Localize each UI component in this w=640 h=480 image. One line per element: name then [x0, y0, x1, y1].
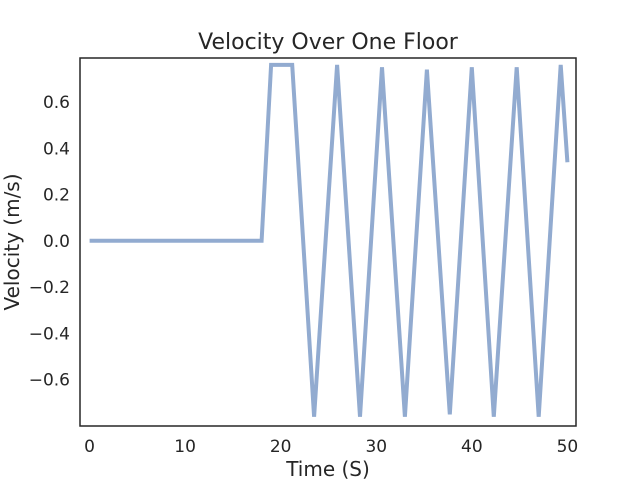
x-tick-label: 50	[557, 437, 579, 457]
y-tick-labels: 0.6 0.4 0.2 0.0 −0.2 −0.4 −0.6	[29, 93, 70, 391]
x-tick-label: 40	[461, 437, 483, 457]
y-tick-label: −0.6	[29, 371, 70, 391]
y-tick-label: 0.6	[43, 93, 70, 113]
chart-title: Velocity Over One Floor	[198, 30, 459, 55]
x-tick-label: 10	[174, 437, 196, 457]
x-axis-label: Time (S)	[285, 457, 370, 480]
y-tick-label: 0.2	[43, 186, 70, 206]
y-tick-label: −0.2	[29, 278, 70, 298]
plot-frame	[79, 57, 577, 427]
y-tick-label: −0.4	[29, 324, 70, 344]
x-tick-label: 0	[84, 437, 95, 457]
y-axis-label: Velocity (m/s)	[0, 173, 24, 310]
x-tick-label: 30	[365, 437, 387, 457]
y-tick-label: 0.0	[43, 232, 70, 252]
x-tick-label: 20	[270, 437, 292, 457]
velocity-series-line	[89, 62, 570, 417]
x-tick-labels: 0 10 20 30 40 50	[84, 437, 578, 457]
y-tick-label: 0.4	[43, 139, 70, 159]
